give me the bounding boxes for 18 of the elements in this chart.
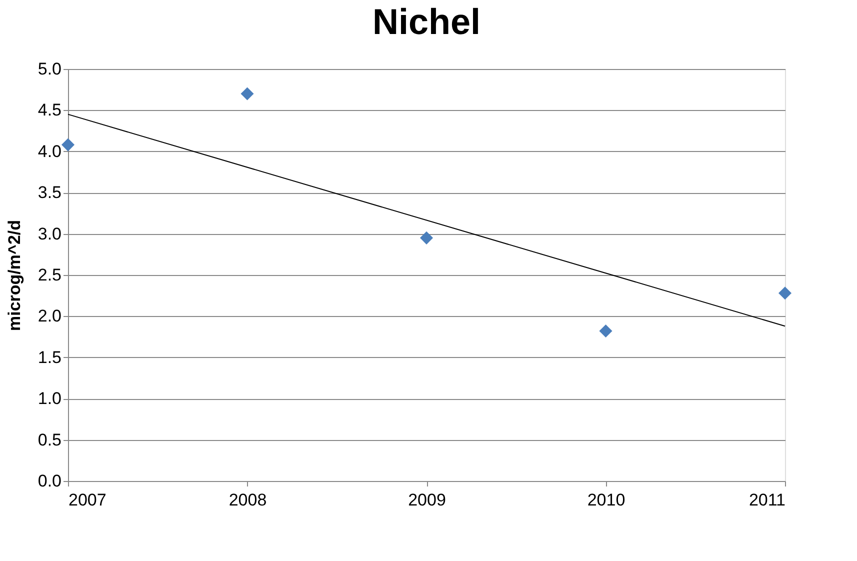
y-tick-label: 1.5 bbox=[38, 348, 62, 367]
x-tick-label: 2011 bbox=[748, 490, 786, 510]
y-axis-title: microg/m^2/d bbox=[4, 220, 24, 332]
y-tick-label: 1.0 bbox=[38, 389, 62, 408]
y-tick-label: 3.5 bbox=[38, 183, 62, 202]
y-tick-label: 0.5 bbox=[38, 430, 62, 450]
y-tick-label: 4.0 bbox=[38, 142, 62, 161]
x-tick-label: 2010 bbox=[587, 490, 626, 510]
x-tick-label: 2008 bbox=[228, 490, 267, 510]
y-tick-label: 4.5 bbox=[38, 100, 62, 120]
y-tick-label: 3.0 bbox=[38, 224, 62, 244]
y-tick-label: 2.0 bbox=[38, 306, 62, 326]
y-tick-label: 0.0 bbox=[38, 472, 62, 490]
y-tick-label: 2.5 bbox=[38, 266, 62, 284]
x-tick-label: 2009 bbox=[408, 490, 446, 510]
x-tick-label: 2007 bbox=[68, 490, 106, 510]
y-tick-label: 5.0 bbox=[38, 60, 62, 78]
chart-title: Nichel bbox=[372, 1, 481, 42]
